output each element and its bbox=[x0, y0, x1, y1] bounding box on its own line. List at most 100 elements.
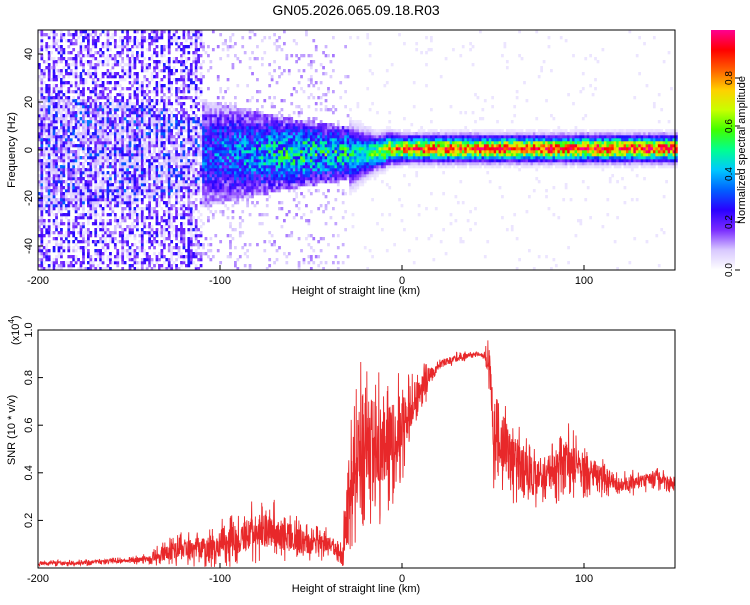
heatmap-cell bbox=[189, 66, 193, 70]
heatmap-cell bbox=[79, 120, 83, 124]
heatmap-cell bbox=[185, 66, 188, 70]
heatmap-cell bbox=[256, 189, 259, 193]
heatmap-cell bbox=[113, 147, 117, 151]
heatmap-cell bbox=[67, 90, 71, 94]
heatmap-cell bbox=[231, 180, 235, 184]
heatmap-cell bbox=[145, 192, 149, 196]
heatmap-cell bbox=[84, 216, 88, 220]
heatmap-cell bbox=[131, 225, 134, 229]
heatmap-cell bbox=[116, 105, 120, 109]
heatmap-cell bbox=[226, 141, 230, 145]
heatmap-cell bbox=[221, 177, 225, 181]
heatmap-cell bbox=[226, 234, 230, 238]
heatmap-cell bbox=[182, 237, 186, 241]
heatmap-cell bbox=[273, 60, 276, 64]
heatmap-cell bbox=[251, 186, 254, 190]
heatmap-cell bbox=[231, 105, 235, 109]
heatmap-cell bbox=[236, 141, 240, 145]
heatmap-cell bbox=[40, 96, 44, 100]
heatmap-cell bbox=[64, 186, 68, 190]
heatmap-cell bbox=[50, 138, 53, 142]
heatmap-cell bbox=[192, 216, 196, 220]
heatmap-cell bbox=[194, 141, 198, 145]
heatmap-cell bbox=[138, 234, 142, 238]
heatmap-cell bbox=[241, 132, 245, 136]
heatmap-cell bbox=[192, 87, 196, 91]
heatmap-cell bbox=[64, 60, 68, 64]
heatmap-cell bbox=[170, 222, 174, 226]
heatmap-cell bbox=[140, 171, 144, 175]
heatmap-cell bbox=[91, 66, 95, 70]
heatmap-cell bbox=[111, 198, 115, 202]
heatmap-cell bbox=[219, 108, 223, 112]
heatmap-cell bbox=[87, 42, 90, 46]
heatmap-cell bbox=[111, 192, 115, 196]
heatmap-cell bbox=[57, 171, 61, 175]
heatmap-cell bbox=[192, 252, 196, 256]
heatmap-cell bbox=[143, 222, 147, 226]
heatmap-cell bbox=[136, 180, 139, 184]
heatmap-cell bbox=[131, 138, 134, 142]
heatmap-cell bbox=[263, 213, 267, 217]
heatmap-cell bbox=[47, 162, 51, 166]
heatmap-cell bbox=[238, 153, 242, 157]
heatmap-cell bbox=[275, 168, 279, 172]
heatmap-cell bbox=[143, 225, 147, 229]
heatmap-cell bbox=[172, 186, 176, 190]
heatmap-cell bbox=[104, 225, 107, 229]
heatmap-cell bbox=[94, 69, 98, 73]
heatmap-cell bbox=[121, 105, 125, 109]
heatmap-cell bbox=[87, 129, 90, 133]
heatmap-cell bbox=[42, 186, 46, 190]
heatmap-cell bbox=[170, 153, 174, 157]
heatmap-cell bbox=[192, 120, 196, 124]
heatmap-cell bbox=[248, 138, 252, 142]
heatmap-cell bbox=[189, 219, 193, 223]
heatmap-cell bbox=[189, 228, 193, 232]
heatmap-cell bbox=[42, 153, 46, 157]
heatmap-cell bbox=[180, 228, 183, 232]
heatmap-cell bbox=[106, 39, 110, 43]
heatmap-cell bbox=[136, 183, 139, 187]
heatmap-cell bbox=[224, 141, 227, 145]
heatmap-cell bbox=[216, 132, 220, 136]
heatmap-cell bbox=[62, 246, 66, 250]
heatmap-cell bbox=[260, 39, 264, 43]
heatmap-cell bbox=[180, 57, 183, 61]
heatmap-cell bbox=[158, 102, 161, 106]
heatmap-cell bbox=[207, 168, 210, 172]
heatmap-cell bbox=[131, 129, 134, 133]
heatmap-cell bbox=[285, 171, 289, 175]
heatmap-cell bbox=[185, 111, 188, 115]
heatmap-cell bbox=[180, 147, 183, 151]
heatmap-cell bbox=[229, 120, 232, 124]
heatmap-cell bbox=[180, 102, 183, 106]
heatmap-cell bbox=[258, 189, 262, 193]
heatmap-cell bbox=[231, 192, 235, 196]
heatmap-cell bbox=[136, 135, 139, 139]
heatmap-cell bbox=[180, 84, 183, 88]
heatmap-cell bbox=[111, 195, 115, 199]
heatmap-cell bbox=[155, 168, 159, 172]
heatmap-cell bbox=[224, 186, 227, 190]
heatmap-cell bbox=[197, 183, 200, 187]
heatmap-cell bbox=[150, 231, 154, 235]
heatmap-cell bbox=[192, 105, 196, 109]
heatmap-cell bbox=[111, 207, 115, 211]
heatmap-cell bbox=[160, 228, 164, 232]
heatmap-cell bbox=[150, 243, 154, 247]
heatmap-cell bbox=[150, 54, 154, 58]
heatmap-cell bbox=[40, 117, 44, 121]
heatmap-cell bbox=[113, 159, 117, 163]
heatmap-cell bbox=[131, 231, 134, 235]
heatmap-cell bbox=[50, 195, 53, 199]
heatmap-cell bbox=[155, 198, 159, 202]
heatmap-cell bbox=[131, 174, 134, 178]
heatmap-cell bbox=[133, 123, 137, 127]
heatmap-cell bbox=[101, 171, 105, 175]
heatmap-cell bbox=[109, 75, 112, 79]
heatmap-cell bbox=[246, 159, 249, 163]
heatmap-cell bbox=[273, 33, 276, 37]
heatmap-cell bbox=[47, 159, 51, 163]
heatmap-cell bbox=[87, 174, 90, 178]
